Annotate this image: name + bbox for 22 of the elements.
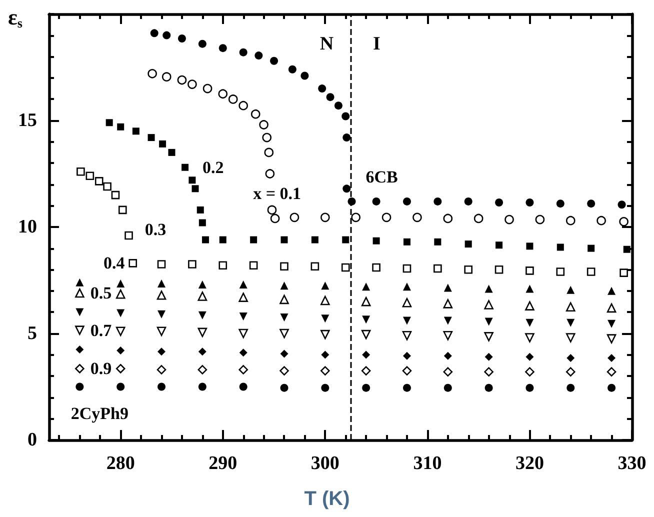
series-label: 0.3 — [144, 220, 166, 240]
x-tick-label: 280 — [106, 453, 135, 474]
series-label: 0.4 — [103, 254, 126, 273]
y-tick-label: 5 — [28, 323, 37, 344]
series-label: 2CyPh9 — [70, 404, 128, 423]
x-tick-label: 310 — [413, 453, 442, 474]
series-label: x = 0.1 — [253, 184, 302, 203]
y-tick-label: 15 — [18, 110, 37, 131]
x-axis-title: T (K) — [304, 488, 350, 510]
x-tick-label: 300 — [310, 453, 340, 474]
series-label: 0.9 — [90, 359, 112, 378]
y-tick-label: 10 — [18, 216, 37, 238]
x-tick-label: 320 — [515, 453, 544, 474]
series-label: 0.5 — [90, 284, 112, 303]
series-label: 0.7 — [90, 320, 112, 340]
annotation: N — [320, 34, 334, 54]
annotation: I — [373, 34, 380, 54]
series-label: 0.2 — [202, 158, 224, 177]
y-tick-label: 0 — [28, 430, 37, 450]
x-tick-label: 330 — [618, 453, 646, 474]
x-tick-label: 290 — [208, 453, 238, 474]
series-label: 6CB — [366, 167, 398, 186]
